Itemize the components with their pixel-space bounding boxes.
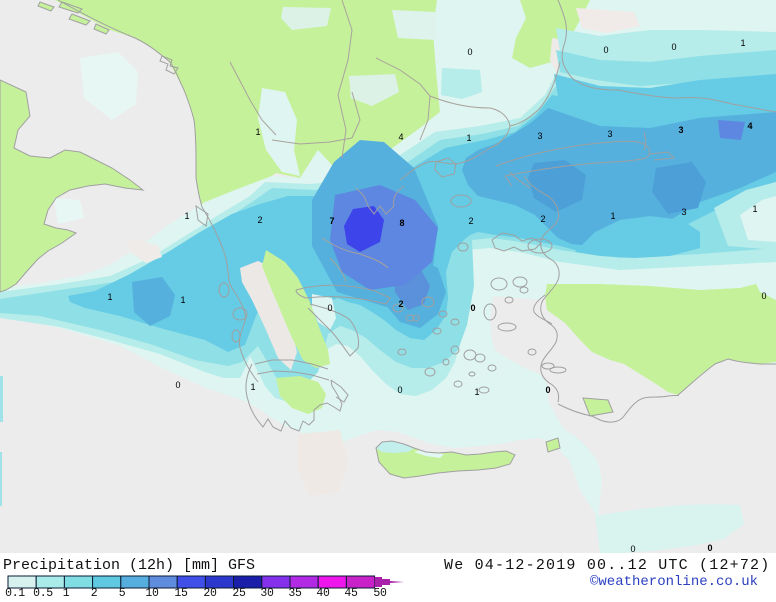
svg-text:3: 3 [681, 207, 686, 217]
svg-text:0: 0 [397, 385, 402, 395]
svg-text:3: 3 [678, 125, 683, 135]
svg-text:0: 0 [545, 385, 550, 395]
svg-text:7: 7 [329, 216, 334, 226]
svg-text:0: 0 [327, 303, 332, 313]
svg-text:2: 2 [468, 216, 473, 226]
svg-text:0: 0 [630, 544, 635, 553]
svg-text:1: 1 [740, 38, 745, 48]
svg-text:1: 1 [610, 211, 615, 221]
svg-text:0: 0 [671, 42, 676, 52]
svg-text:0: 0 [761, 291, 766, 301]
svg-text:1: 1 [250, 382, 255, 392]
svg-text:1: 1 [107, 292, 112, 302]
svg-text:2: 2 [257, 215, 262, 225]
svg-text:0: 0 [175, 380, 180, 390]
svg-text:4: 4 [398, 132, 403, 142]
svg-text:3: 3 [607, 129, 612, 139]
svg-text:1: 1 [184, 211, 189, 221]
svg-text:4: 4 [747, 121, 752, 131]
svg-text:3: 3 [537, 131, 542, 141]
svg-text:0: 0 [467, 47, 472, 57]
svg-text:1: 1 [180, 295, 185, 305]
svg-text:0: 0 [603, 45, 608, 55]
svg-text:1: 1 [255, 127, 260, 137]
svg-text:0: 0 [470, 303, 475, 313]
svg-text:0: 0 [707, 543, 712, 553]
svg-text:1: 1 [474, 387, 479, 397]
svg-text:1: 1 [466, 133, 471, 143]
svg-text:1: 1 [752, 204, 757, 214]
svg-text:8: 8 [399, 218, 404, 228]
svg-text:2: 2 [398, 299, 403, 309]
svg-text:2: 2 [540, 214, 545, 224]
